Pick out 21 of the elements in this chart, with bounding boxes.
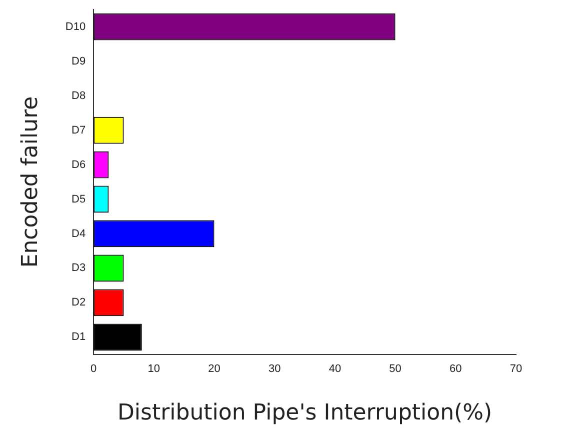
y-tick-label: D4 xyxy=(72,228,86,240)
x-tick-label: 40 xyxy=(328,363,342,376)
x-axis-title: Distribution Pipe's Interruption(%) xyxy=(117,400,492,426)
x-tick-label: 10 xyxy=(148,363,160,376)
y-tick-label: D10 xyxy=(65,20,86,33)
y-tick-label: D5 xyxy=(72,193,86,206)
x-tick-label: 20 xyxy=(208,363,220,376)
y-tick-label: D2 xyxy=(72,296,86,309)
y-axis-title: Encoded failure xyxy=(18,96,43,268)
y-tick-label: D1 xyxy=(72,331,86,344)
y-tick-label: D8 xyxy=(72,90,86,102)
y-tick-label: D9 xyxy=(72,55,86,68)
x-tick-label: 60 xyxy=(450,363,462,376)
x-tick-label: 0 xyxy=(90,363,97,376)
x-tick-label: 30 xyxy=(268,363,281,376)
y-tick-label: D7 xyxy=(72,124,86,136)
x-tick-label: 70 xyxy=(510,363,522,376)
y-tick-label: D3 xyxy=(72,262,86,274)
y-tick-label: D6 xyxy=(72,158,86,171)
bar xyxy=(94,324,142,351)
x-tick-label: 50 xyxy=(389,363,402,376)
